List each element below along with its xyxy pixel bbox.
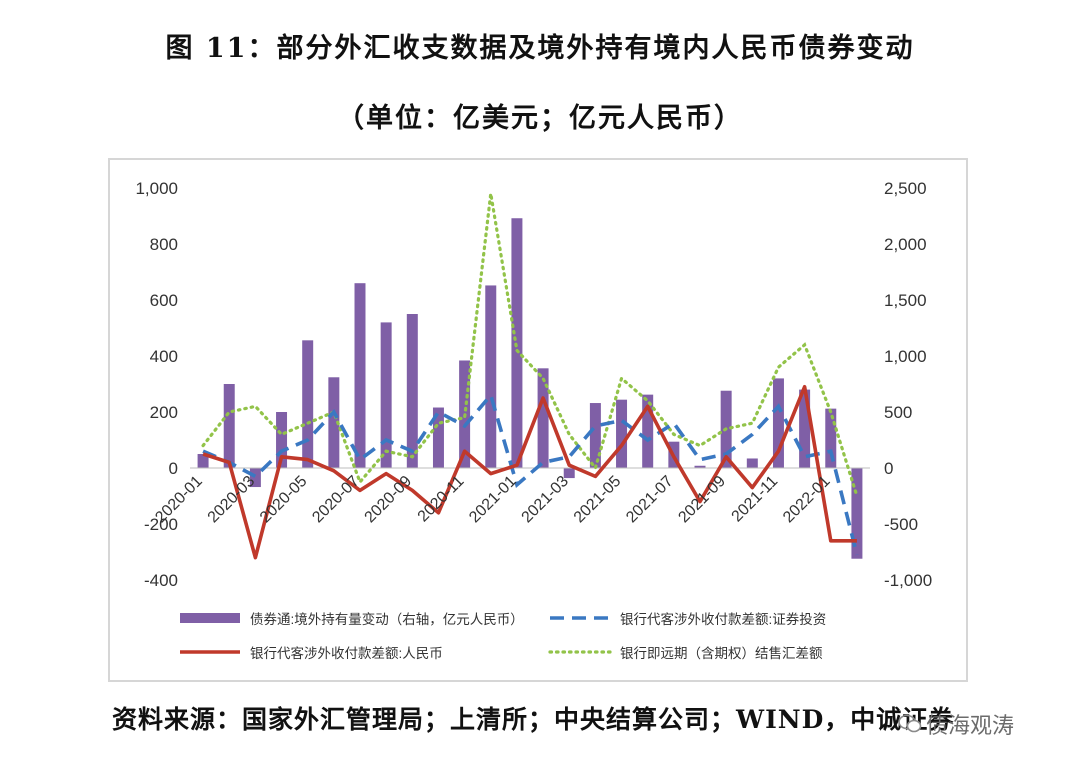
x-tick-label: 2021-11: [729, 473, 782, 526]
x-tick-label: 2021-05: [571, 473, 625, 527]
bar: [197, 454, 209, 468]
bar: [432, 407, 444, 468]
bar: [642, 394, 654, 468]
y-right-tick-label: -1,000: [884, 571, 932, 590]
x-tick-label: 2021-03: [519, 473, 573, 527]
y-left-tick-label: 200: [150, 403, 178, 422]
source-note: 资料来源：国家外汇管理局；上清所；中央结算公司；WIND，中诚证券: [112, 705, 955, 734]
bar: [302, 340, 314, 468]
bar: [380, 322, 392, 468]
watermark: 债海观涛: [898, 708, 1014, 740]
y-right-tick-label: 0: [884, 459, 893, 478]
legend-label: 银行代客涉外收付款差额:证券投资: [620, 611, 826, 627]
y-right-tick-label: 1,500: [884, 291, 927, 310]
y-right-tick-label: 1,000: [884, 347, 927, 366]
y-right-tick-label: 500: [884, 403, 912, 422]
y-left-tick-label: -200: [144, 515, 178, 534]
x-tick-label: 2020-01: [152, 473, 206, 527]
legend-label: 银行即远期（含期权）结售汇差额: [620, 645, 823, 661]
legend-swatch: [180, 613, 240, 623]
y-left-tick-label: 400: [150, 347, 178, 366]
bar: [354, 283, 366, 468]
y-left-tick-label: 1,000: [135, 179, 178, 198]
bar: [746, 458, 758, 468]
series-line: [202, 385, 857, 560]
series-line: [201, 193, 859, 498]
chart-title: 图 11：部分外汇收支数据及境外持有境内人民币债券变动: [165, 33, 915, 64]
bar: [825, 408, 837, 468]
bar: [328, 377, 340, 468]
bar: [537, 368, 549, 468]
y-left-tick-label: 800: [150, 235, 178, 254]
bar: [851, 468, 863, 559]
bar: [772, 378, 784, 468]
bar: [563, 468, 575, 479]
y-right-tick-label: -500: [884, 515, 918, 534]
x-tick-label: 2020-09: [362, 473, 416, 527]
bar: [249, 468, 261, 488]
y-right-tick-label: 2,500: [884, 179, 927, 198]
x-tick-label: 2021-01: [466, 473, 520, 527]
y-left-tick-label: -400: [144, 571, 178, 590]
x-tick-label: 2020-05: [257, 473, 311, 527]
x-tick-label: 2021-07: [623, 473, 677, 527]
y-left-tick-label: 600: [150, 291, 178, 310]
bar: [223, 384, 235, 468]
series-line: [202, 391, 859, 556]
bar: [616, 399, 628, 468]
y-left-tick-label: 0: [169, 459, 178, 478]
legend-label: 债券通:境外持有量变动（右轴，亿元人民币）: [250, 612, 524, 627]
y-right-tick-label: 2,000: [884, 235, 927, 254]
x-tick-label: 2021-09: [675, 473, 729, 527]
bar: [589, 403, 601, 468]
legend-label: 银行代客涉外收付款差额:人民币: [250, 645, 443, 661]
bar: [799, 389, 811, 468]
watermark-text: 债海观涛: [926, 714, 1015, 739]
chart-subtitle-units: （单位：亿美元；亿元人民币）: [337, 103, 743, 134]
bar: [276, 412, 288, 468]
bar: [406, 314, 418, 468]
x-tick-label: 2020-07: [309, 473, 363, 527]
wechat-icon: [898, 714, 922, 733]
x-tick-label: 2020-03: [205, 473, 259, 527]
bar: [485, 285, 497, 468]
bar: [694, 465, 706, 468]
chart-frame: -400 -200 0 200 400 600 800 1,000 -1,000 -500 0 500…: [108, 158, 968, 682]
combo-chart: -400 -200 0 200 400 600 800 1,000 -1,000 -500 0 500…: [135, 179, 932, 661]
